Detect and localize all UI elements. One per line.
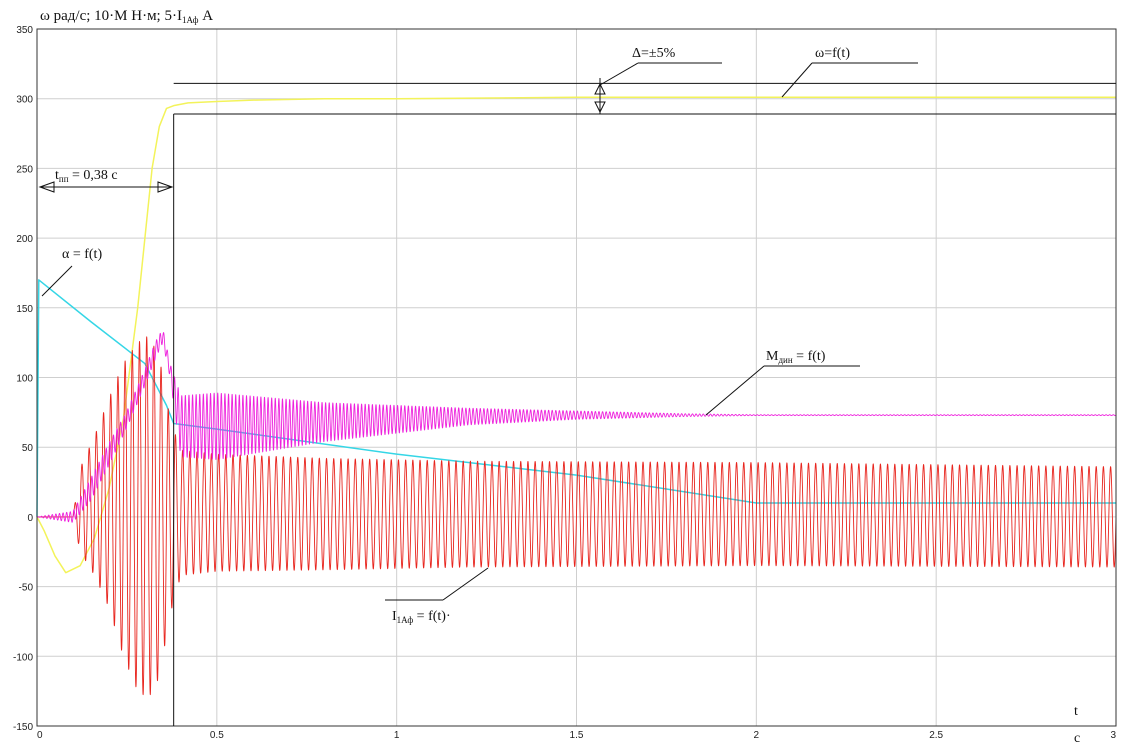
y-tick-label: 100 <box>16 374 33 385</box>
moment-curve <box>36 332 1117 523</box>
moment-leader <box>705 365 765 416</box>
x-tick-label: 0.5 <box>210 730 224 741</box>
tolerance-leader <box>599 62 639 86</box>
x-tick-label: 0 <box>37 730 43 741</box>
x-tick-label: 2 <box>754 730 760 741</box>
x-axis-label: t <box>1074 704 1078 719</box>
tolerance-arrow-up <box>594 82 606 95</box>
settling-time-label: tпп = 0,38 c <box>55 168 118 184</box>
x-axis-ticks: 0 0.5 1 1.5 2 2.5 3 <box>37 730 1116 741</box>
current-leader <box>442 567 489 601</box>
omega-label: ω=f(t) <box>815 46 850 61</box>
omega-curve <box>36 96 1116 574</box>
annotations: tпп = 0,38 c Δ=±5% ω=f(t) α = f(t) Мдин … <box>38 46 1116 744</box>
chart-title: ω рад/с; 10·М Н·м; 5·I1Аф А <box>40 8 213 25</box>
moment-label: Мдин = f(t) <box>766 349 826 365</box>
y-tick-label: -150 <box>13 722 33 733</box>
tolerance-arrow-down <box>594 101 606 114</box>
y-tick-label: -100 <box>13 652 33 663</box>
y-tick-label: 300 <box>16 95 33 106</box>
x-axis-unit: c <box>1074 731 1080 744</box>
alpha-label: α = f(t) <box>62 247 102 262</box>
x-tick-label: 3 <box>1110 730 1116 741</box>
grid <box>36 28 1117 727</box>
x-tick-label: 2.5 <box>929 730 943 741</box>
omega-leader <box>781 62 813 98</box>
x-tick-label: 1.5 <box>570 730 584 741</box>
y-tick-label: -50 <box>19 583 34 594</box>
plot-frame <box>36 28 1117 727</box>
series-layer <box>36 96 1117 696</box>
y-tick-label: 250 <box>16 164 33 175</box>
y-tick-label: 0 <box>27 513 33 524</box>
y-axis-ticks: -150 -100 -50 0 50 100 150 200 250 300 350 <box>13 25 33 733</box>
y-tick-label: 50 <box>22 443 34 454</box>
y-tick-label: 350 <box>16 25 33 36</box>
current-curve <box>36 336 1117 696</box>
tolerance-label: Δ=±5% <box>632 46 676 61</box>
settling-arrow-right <box>157 181 174 193</box>
current-label: I1Аф = f(t)· <box>392 609 451 625</box>
x-tick-label: 1 <box>394 730 400 741</box>
y-tick-label: 150 <box>16 304 33 315</box>
alpha-leader <box>41 265 73 297</box>
settling-arrow-left <box>38 181 55 193</box>
y-tick-label: 200 <box>16 234 33 245</box>
